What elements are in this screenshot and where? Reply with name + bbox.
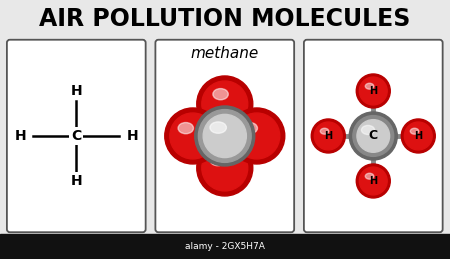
FancyBboxPatch shape xyxy=(155,40,294,232)
Ellipse shape xyxy=(320,128,329,134)
Circle shape xyxy=(170,113,216,159)
Ellipse shape xyxy=(365,173,374,179)
Bar xyxy=(0,234,450,259)
Circle shape xyxy=(405,122,432,150)
Circle shape xyxy=(198,110,251,162)
Ellipse shape xyxy=(210,155,225,166)
Text: methane: methane xyxy=(191,46,259,61)
Circle shape xyxy=(234,113,280,159)
Circle shape xyxy=(197,140,253,196)
Text: H: H xyxy=(369,86,378,96)
Circle shape xyxy=(360,77,387,105)
Circle shape xyxy=(229,108,285,164)
Circle shape xyxy=(202,145,248,191)
Text: C: C xyxy=(71,129,81,143)
FancyBboxPatch shape xyxy=(304,40,443,232)
Text: H: H xyxy=(126,129,138,143)
Ellipse shape xyxy=(361,125,374,134)
Circle shape xyxy=(165,108,221,164)
FancyBboxPatch shape xyxy=(7,40,146,232)
Text: H: H xyxy=(324,131,333,141)
Text: H: H xyxy=(369,176,378,186)
Ellipse shape xyxy=(213,89,228,100)
Ellipse shape xyxy=(410,128,419,134)
Text: H: H xyxy=(414,131,423,141)
Circle shape xyxy=(353,116,394,156)
Ellipse shape xyxy=(178,123,194,134)
Circle shape xyxy=(195,106,255,166)
Circle shape xyxy=(311,119,345,153)
Text: H: H xyxy=(71,174,82,188)
Ellipse shape xyxy=(242,123,257,134)
Circle shape xyxy=(357,120,390,152)
Circle shape xyxy=(349,112,397,160)
Ellipse shape xyxy=(365,83,374,89)
Circle shape xyxy=(315,122,342,150)
Circle shape xyxy=(356,164,390,198)
Circle shape xyxy=(202,81,248,127)
Text: AIR POLLUTION MOLECULES: AIR POLLUTION MOLECULES xyxy=(39,8,411,31)
Text: H: H xyxy=(71,84,82,98)
Circle shape xyxy=(197,76,253,132)
Circle shape xyxy=(356,74,390,108)
Circle shape xyxy=(401,119,435,153)
Circle shape xyxy=(203,114,247,157)
Text: H: H xyxy=(14,129,26,143)
Text: alamy - 2GX5H7A: alamy - 2GX5H7A xyxy=(185,242,265,251)
Text: C: C xyxy=(369,130,378,142)
Ellipse shape xyxy=(210,122,226,133)
Circle shape xyxy=(360,167,387,195)
